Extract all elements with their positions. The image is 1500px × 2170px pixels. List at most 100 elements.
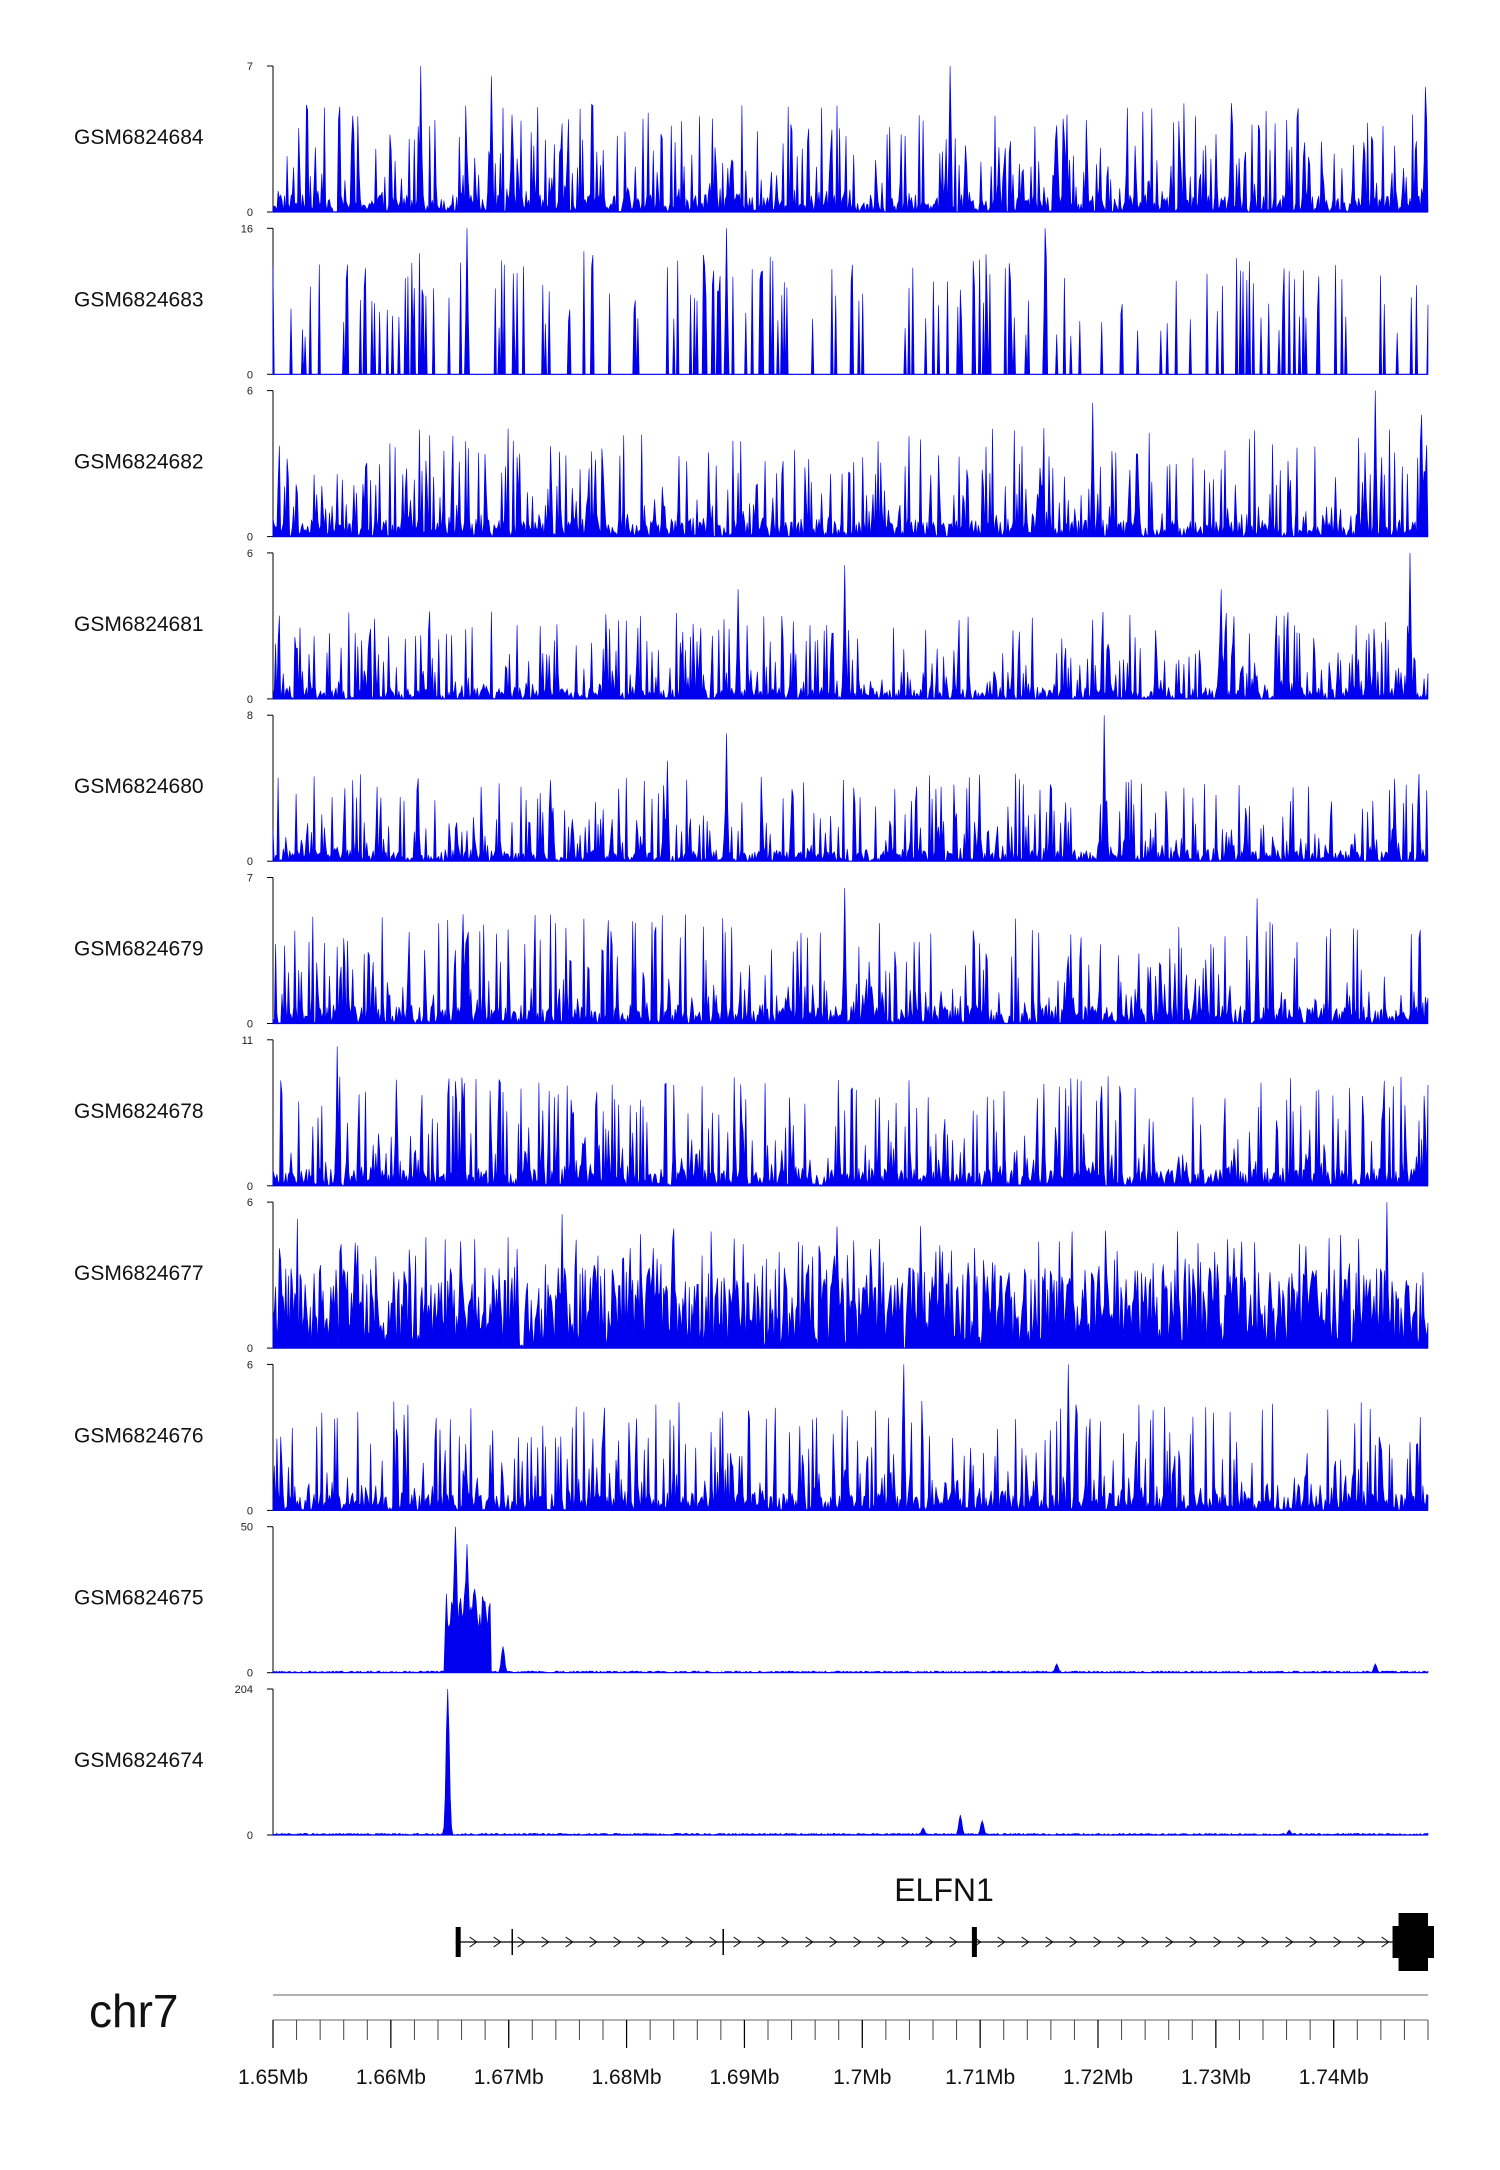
gene-track: ELFN1 [455, 1872, 1434, 1971]
y-min-label: 0 [247, 369, 253, 381]
track-GSM6824675: GSM6824675 50 0 [74, 1522, 1429, 1680]
y-min-label: 0 [247, 1505, 253, 1517]
strand-arrow [997, 1936, 1006, 1948]
strand-arrow [1309, 1936, 1318, 1948]
track-label: GSM6824683 [74, 288, 204, 311]
coverage-area [272, 715, 1429, 863]
strand-arrow [1213, 1936, 1222, 1948]
strand-arrow [1261, 1936, 1270, 1948]
y-max-label: 7 [247, 873, 253, 885]
track-GSM6824684: GSM6824684 7 0 [74, 61, 1429, 219]
y-min-label: 0 [247, 1181, 253, 1193]
strand-arrow [469, 1936, 478, 1948]
track-label: GSM6824678 [74, 1100, 204, 1123]
coverage-area [272, 390, 1429, 538]
tick-label: 1.65Mb [238, 2066, 308, 2089]
track-GSM6824679: GSM6824679 7 0 [74, 873, 1429, 1031]
y-min-label: 0 [247, 856, 253, 868]
track-label: GSM6824680 [74, 775, 204, 798]
strand-arrow [589, 1936, 598, 1948]
track-GSM6824683: GSM6824683 16 0 [74, 223, 1429, 381]
track-label: GSM6824679 [74, 938, 204, 961]
tick-label: 1.73Mb [1181, 2066, 1251, 2089]
strand-arrow [1069, 1936, 1078, 1948]
gene-exon-utr [1392, 1926, 1434, 1958]
tick-label: 1.74Mb [1299, 2066, 1369, 2089]
track-GSM6824678: GSM6824678 11 0 [74, 1035, 1429, 1193]
strand-arrow [1165, 1936, 1174, 1948]
y-min-label: 0 [247, 207, 253, 219]
track-GSM6824681: GSM6824681 6 0 [74, 548, 1429, 706]
strand-arrow [925, 1936, 934, 1948]
track-GSM6824677: GSM6824677 6 0 [74, 1197, 1429, 1355]
strand-arrow [781, 1936, 790, 1948]
coverage-area [272, 1202, 1429, 1349]
coverage-area [272, 1526, 1429, 1674]
tick-label: 1.68Mb [592, 2066, 662, 2089]
coverage-area [272, 1364, 1429, 1512]
strand-arrow [709, 1936, 718, 1948]
y-max-label: 6 [247, 386, 253, 398]
coverage-area [272, 887, 1429, 1025]
y-max-label: 11 [242, 1035, 253, 1047]
y-min-label: 0 [247, 694, 253, 706]
tracks-layer: GSM682468470GSM6824683160GSM682468260GSM… [74, 61, 1429, 1842]
y-max-label: 6 [247, 1359, 253, 1371]
strand-arrow [733, 1936, 742, 1948]
y-min-label: 0 [247, 532, 253, 544]
y-min-label: 0 [247, 1343, 253, 1355]
strand-arrow [1045, 1936, 1054, 1948]
y-max-label: 8 [247, 710, 253, 722]
tick-label: 1.66Mb [356, 2066, 426, 2089]
coverage-area [272, 65, 1429, 213]
y-max-label: 16 [241, 223, 253, 235]
track-GSM6824682: GSM6824682 6 0 [74, 386, 1429, 544]
gene-exon [455, 1927, 461, 1957]
y-max-label: 6 [247, 548, 253, 560]
strand-arrow [685, 1936, 694, 1948]
strand-arrow [1021, 1936, 1030, 1948]
y-max-label: 50 [241, 1522, 253, 1534]
track-GSM6824676: GSM6824676 6 0 [74, 1359, 1429, 1517]
coverage-area [272, 1688, 1429, 1836]
strand-arrow [613, 1936, 622, 1948]
strand-arrow [1285, 1936, 1294, 1948]
gene-exon [971, 1927, 977, 1957]
strand-arrow [1117, 1936, 1126, 1948]
strand-arrow [565, 1936, 574, 1948]
strand-arrow [949, 1936, 958, 1948]
strand-arrow [541, 1936, 550, 1948]
tick-label: 1.71Mb [945, 2066, 1015, 2089]
coverage-area [272, 552, 1429, 700]
genome-axis: chr7 1.65Mb 1.66Mb 1.67Mb 1.68Mb 1.69Mb 1.7Mb… [89, 1985, 1429, 2089]
strand-arrow [877, 1936, 886, 1948]
y-max-label: 204 [235, 1684, 253, 1696]
y-max-label: 7 [247, 61, 253, 73]
track-label: GSM6824682 [74, 451, 204, 474]
coverage-area [272, 228, 1429, 375]
track-label: GSM6824674 [74, 1749, 204, 1772]
coverage-area [272, 1046, 1429, 1187]
gene-name-label: ELFN1 [894, 1872, 994, 1908]
y-max-label: 6 [247, 1197, 253, 1209]
strand-arrow [661, 1936, 670, 1948]
track-GSM6824674: GSM6824674 204 0 [74, 1684, 1429, 1842]
strand-arrow [1189, 1936, 1198, 1948]
strand-arrow [493, 1936, 502, 1948]
tick-label: 1.67Mb [474, 2066, 544, 2089]
y-min-label: 0 [247, 1019, 253, 1031]
track-label: GSM6824684 [74, 126, 204, 149]
tick-label: 1.72Mb [1063, 2066, 1133, 2089]
track-label: GSM6824676 [74, 1424, 204, 1447]
strand-arrow [853, 1936, 862, 1948]
strand-arrow [637, 1936, 646, 1948]
strand-arrow [1141, 1936, 1150, 1948]
chromosome-label: chr7 [89, 1985, 178, 2037]
strand-arrow [829, 1936, 838, 1948]
strand-arrow [901, 1936, 910, 1948]
tick-label: 1.7Mb [833, 2066, 891, 2089]
strand-arrow [757, 1936, 766, 1948]
y-min-label: 0 [247, 1668, 253, 1680]
